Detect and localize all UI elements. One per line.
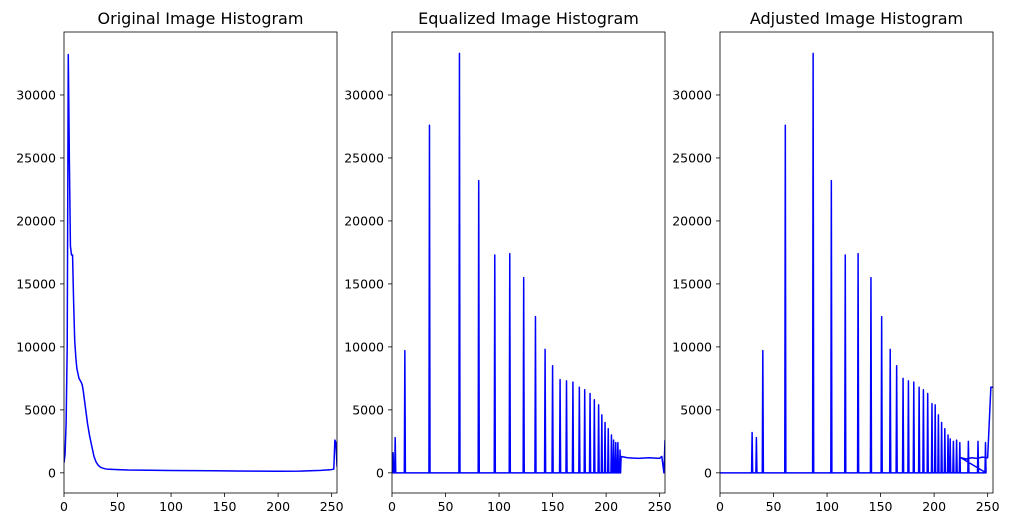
y-tick-label: 0 bbox=[704, 465, 712, 480]
chart-title: Adjusted Image Histogram bbox=[750, 9, 963, 28]
y-tick-label: 25000 bbox=[16, 150, 56, 165]
y-tick-label: 30000 bbox=[16, 87, 56, 102]
x-tick-label: 250 bbox=[976, 499, 1000, 514]
y-tick-label: 20000 bbox=[344, 213, 384, 228]
x-tick-label: 0 bbox=[60, 499, 68, 514]
y-tick-label: 5000 bbox=[680, 402, 712, 417]
x-tick-label: 0 bbox=[388, 499, 396, 514]
axes-frame bbox=[719, 31, 994, 494]
y-tick-label: 0 bbox=[376, 465, 384, 480]
chart-title: Equalized Image Histogram bbox=[418, 9, 639, 28]
plot-area bbox=[392, 32, 665, 493]
y-tick-label: 5000 bbox=[352, 402, 384, 417]
y-tick-label: 10000 bbox=[344, 339, 384, 354]
histogram-line bbox=[720, 52, 993, 474]
y-tick-label: 15000 bbox=[16, 276, 56, 291]
x-tick-label: 150 bbox=[541, 499, 565, 514]
x-tick-label: 50 bbox=[438, 499, 454, 514]
y-tick-label: 5000 bbox=[24, 402, 56, 417]
y-tick-label: 20000 bbox=[16, 213, 56, 228]
x-tick-label: 150 bbox=[213, 499, 237, 514]
x-tick-label: 50 bbox=[766, 499, 782, 514]
plot-area bbox=[720, 32, 993, 493]
x-tick-label: 250 bbox=[320, 499, 344, 514]
plot-area bbox=[64, 32, 337, 493]
x-tick-label: 150 bbox=[869, 499, 893, 514]
histogram-line bbox=[64, 53, 337, 472]
axes-frame bbox=[63, 31, 338, 494]
x-tick-label: 100 bbox=[487, 499, 511, 514]
y-tick-label: 25000 bbox=[344, 150, 384, 165]
y-tick-label: 30000 bbox=[672, 87, 712, 102]
axes-frame bbox=[391, 31, 666, 494]
y-tick-label: 10000 bbox=[672, 339, 712, 354]
x-tick-label: 200 bbox=[594, 499, 618, 514]
y-tick-label: 15000 bbox=[672, 276, 712, 291]
histogram-line bbox=[392, 52, 665, 474]
x-tick-label: 100 bbox=[815, 499, 839, 514]
y-tick-label: 25000 bbox=[672, 150, 712, 165]
y-tick-label: 20000 bbox=[672, 213, 712, 228]
x-tick-label: 200 bbox=[922, 499, 946, 514]
y-tick-label: 15000 bbox=[344, 276, 384, 291]
y-tick-label: 0 bbox=[48, 465, 56, 480]
equalized-histogram-panel: Equalized Image Histogram 0 50 100 150 200 250… bbox=[344, 9, 671, 514]
x-tick-label: 0 bbox=[716, 499, 724, 514]
chart-title: Original Image Histogram bbox=[98, 9, 304, 28]
x-tick-label: 100 bbox=[159, 499, 183, 514]
x-tick-label: 250 bbox=[648, 499, 672, 514]
x-tick-label: 50 bbox=[110, 499, 126, 514]
x-tick-label: 200 bbox=[266, 499, 290, 514]
y-tick-label: 30000 bbox=[344, 87, 384, 102]
y-tick-label: 10000 bbox=[16, 339, 56, 354]
